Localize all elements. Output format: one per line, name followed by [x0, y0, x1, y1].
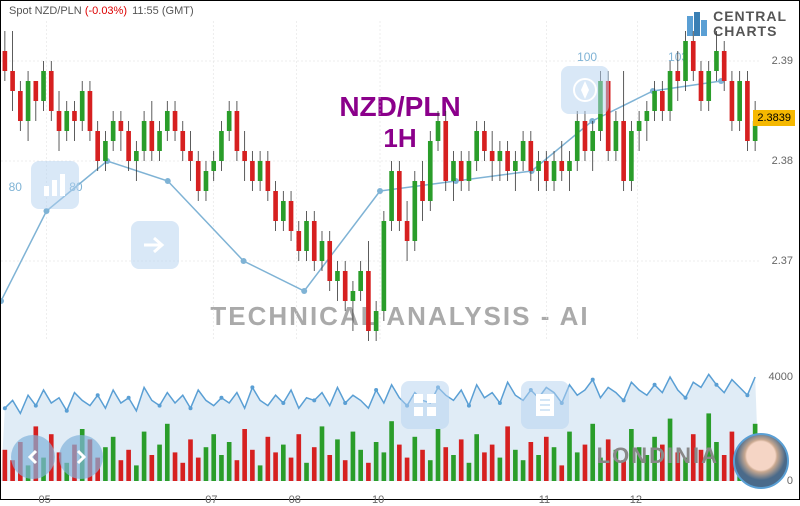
xtick-label: 08 [289, 494, 301, 506]
symbol-label: Spot NZD/PLN [9, 5, 82, 17]
nav-next-button[interactable] [59, 435, 103, 479]
watermark-doc-icon [521, 381, 569, 429]
xtick-label: 12 [630, 494, 642, 506]
watermark-arrow-icon [131, 221, 179, 269]
price-chart[interactable]: 8080100103 [1, 21, 759, 341]
londinia-brand: LONDINIA [597, 443, 719, 469]
svg-text:100: 100 [577, 50, 597, 64]
nav-arrows [11, 435, 103, 479]
watermark-bars-icon [31, 161, 79, 209]
xtick-label: 10 [372, 494, 384, 506]
change-label: (-0.03%) [85, 5, 127, 17]
current-price-badge: 2.3839 [753, 110, 795, 126]
xtick-label: 11 [539, 494, 550, 506]
avatar-icon[interactable] [733, 433, 789, 489]
xtick-label: 07 [205, 494, 217, 506]
vol-ytick-label: 0 [787, 475, 793, 487]
chart-header: Spot NZD/PLN (-0.03%) 11:55 (GMT) [9, 5, 194, 17]
svg-text:80: 80 [9, 180, 23, 194]
time-label: 11:55 [132, 5, 159, 17]
watermark-compass-icon [561, 66, 609, 114]
watermark-grid-icon [401, 381, 449, 429]
ytick-label: 2.38 [772, 155, 793, 167]
tz-label: (GMT) [162, 5, 194, 17]
vol-ytick-label: 4000 [769, 371, 793, 383]
xtick-label: 05 [38, 494, 50, 506]
ytick-label: 2.39 [772, 55, 793, 67]
nav-prev-button[interactable] [11, 435, 55, 479]
ytick-label: 2.37 [772, 255, 793, 267]
